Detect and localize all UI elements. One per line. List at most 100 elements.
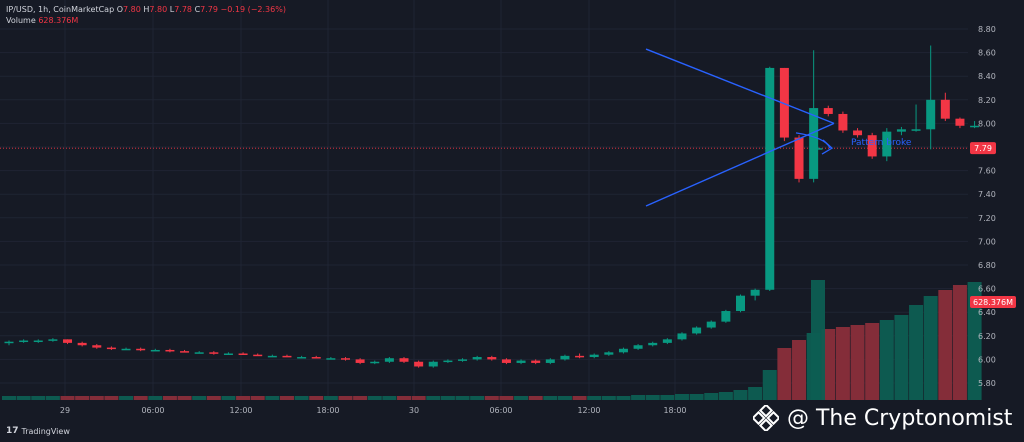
volume-bar [674,394,689,400]
tradingview-text: TradingView [21,426,70,436]
price-tick-label: 6.00 [978,355,996,364]
candle-body [77,342,87,346]
last-price-label: 7.79 [974,144,992,153]
volume-bar [177,396,192,400]
breakout-arrowhead [821,139,834,155]
candle-body [813,148,823,150]
price-axis[interactable]: 8.808.608.408.208.007.807.607.407.207.00… [970,25,1016,388]
candle-body [194,352,204,354]
watermark: @ The Cryptonomist [753,400,1019,436]
triangle-pattern [645,48,835,207]
volume-bar [60,396,75,400]
candle-body [604,352,614,355]
candle-body [531,360,541,363]
candle-body [896,129,906,132]
candle-body [970,125,980,128]
volume-label[interactable]: Volume [6,16,36,25]
volume-bar [499,396,514,400]
candle-body [853,130,863,136]
volume-bar [397,396,412,400]
price-tick-label: 5.80 [978,379,996,388]
volume-bar [250,396,265,400]
volume-bar [323,396,338,400]
candle-body [282,355,292,358]
candle-body [165,349,175,352]
candle-body [384,358,394,362]
candle-body [516,360,526,363]
price-tick-label: 7.40 [978,190,996,199]
close-value: 7.79 [200,5,218,14]
volume-badge-label: 628.376M [973,298,1013,307]
candle-body [823,108,833,114]
candle-body [150,349,160,352]
volume-bar [528,396,543,400]
tradingview-mark-icon: 17 [6,426,19,436]
volume-bar [865,323,880,400]
volume-bar [631,395,646,400]
symbol-title[interactable]: IP/USD, 1h, CoinMarketCap [6,5,115,14]
candle-body [633,345,643,349]
volume-bar [616,396,631,400]
volume-bar [75,396,90,400]
volume-bar [938,290,953,400]
candle-body [765,67,775,290]
candle-body [326,358,336,360]
volume-bar [279,396,294,400]
volume-value: 628.376M [38,16,79,25]
candle-body [355,359,365,363]
candle-body [677,333,687,340]
candle-body [779,67,789,138]
candle-body [955,118,965,126]
volume-bar [119,396,134,400]
candle-body [750,289,760,296]
volume-bar [923,296,938,400]
change-value: −0.19 (−2.36%) [220,5,286,14]
volume-bar [689,394,704,400]
grid-lines [0,0,968,400]
candle-body [428,361,438,367]
volume-bar [426,396,441,400]
volume-bar [967,282,982,400]
time-tick-label: 29 [60,406,70,415]
chart-header: IP/USD, 1h, CoinMarketCap O7.80 H7.80 L7… [6,4,286,26]
volume-bar [221,396,236,400]
volume-bar [265,396,280,400]
candle-body [911,129,921,131]
tradingview-logo[interactable]: 17 TradingView [6,426,70,436]
pattern-lower-line [645,122,835,207]
volume-bar [601,396,616,400]
volume-bar [645,395,660,400]
volume-bar [748,387,763,400]
candle-body [589,354,599,358]
candle-body [940,99,950,119]
candle-body [136,348,146,351]
candle-body [809,108,819,179]
close-label: C [194,5,201,14]
volume-bars [2,280,982,400]
price-tick-label: 8.00 [978,119,996,128]
high-label: H [143,5,150,14]
volume-bar [45,396,60,400]
volume-bar [660,395,675,400]
volume-bar [909,305,924,400]
volume-bar [704,393,719,400]
volume-bar [879,320,894,400]
time-tick-label: 12:00 [229,406,252,415]
volume-bar [835,327,850,400]
volume-bar [557,396,572,400]
candle-body [63,339,73,343]
candle-body [297,357,307,359]
volume-bar [236,396,251,400]
time-axis[interactable]: 29 06:00 12:00 18:00 30 06:00 12:00 18:00 [60,406,687,415]
candle-body [370,361,380,364]
price-tick-label: 8.60 [978,49,996,58]
pattern-upper-line [645,48,835,125]
candle-body [662,339,672,343]
candle-body [487,357,497,360]
high-value: 7.80 [149,5,168,14]
time-tick-label: 12:00 [577,406,600,415]
volume-bar [206,396,221,400]
volume-bar [162,396,177,400]
candle-body [238,353,248,355]
